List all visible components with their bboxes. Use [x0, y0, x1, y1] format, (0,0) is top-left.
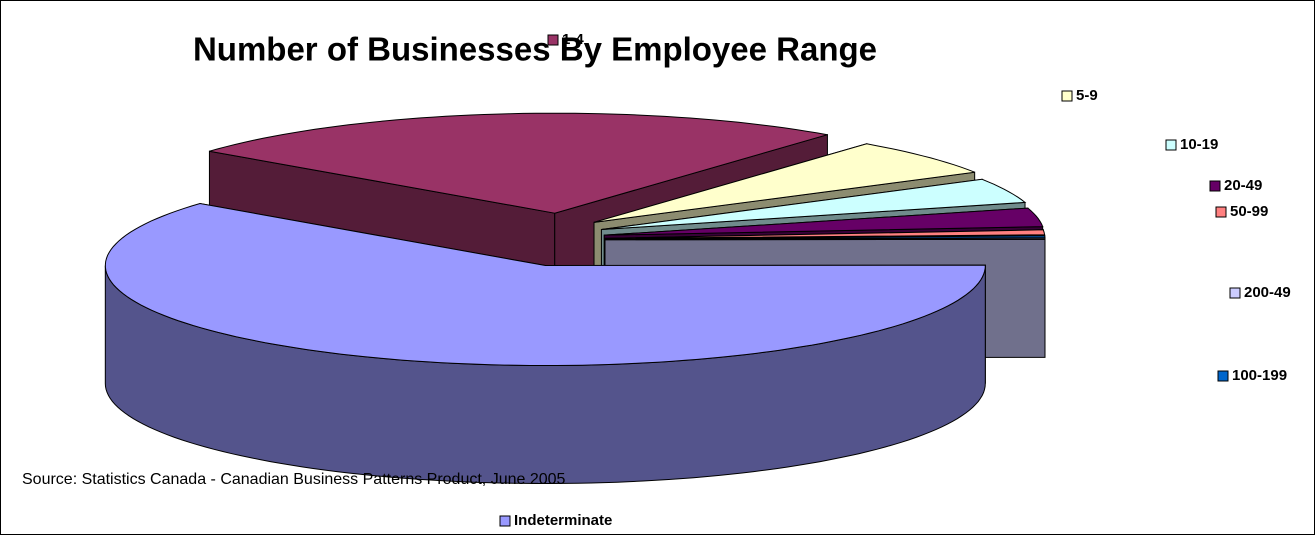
legend-label: 50-99 — [1230, 203, 1268, 220]
slice — [593, 143, 975, 223]
slice — [604, 207, 1044, 236]
legend-swatch — [1209, 180, 1221, 192]
legend-swatch — [1229, 287, 1241, 299]
legend-swatch — [1215, 206, 1227, 218]
legend-label: 1-4 — [562, 31, 584, 48]
legend: 1-4 5-9 10-19 20-49 50-99 100-199 200-49 Indete… — [499, 31, 1291, 529]
slice — [601, 178, 1027, 230]
slice — [604, 237, 1046, 241]
legend-label: 200-49 — [1244, 284, 1291, 301]
slice — [209, 112, 828, 214]
legend-swatch — [1217, 370, 1229, 382]
pie — [104, 112, 1046, 484]
source-note: Source: Statistics Canada - Canadian Bus… — [22, 471, 566, 488]
legend-swatch — [547, 34, 559, 46]
legend-label: 100-199 — [1232, 367, 1287, 384]
chart-title: Number of Businesses By Employee Range — [193, 31, 877, 68]
legend-swatch — [1165, 139, 1177, 151]
legend-swatch — [1061, 90, 1073, 102]
slice — [604, 229, 1046, 239]
legend-swatch — [499, 515, 511, 527]
slice — [104, 202, 986, 366]
legend-label: 10-19 — [1180, 136, 1218, 153]
legend-label: 20-49 — [1224, 177, 1262, 194]
legend-label: 5-9 — [1076, 87, 1098, 104]
legend-label: Indeterminate — [514, 512, 612, 529]
